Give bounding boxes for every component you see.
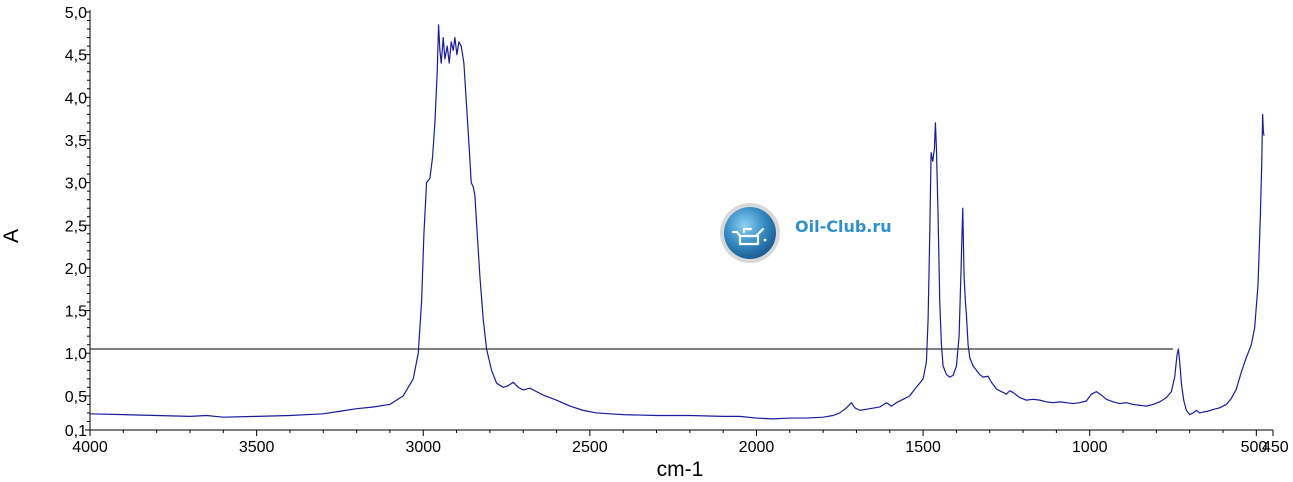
series-layer <box>89 24 1265 420</box>
y-tick-label: 4,0 <box>65 90 87 107</box>
y-tick-label: 5,0 <box>65 5 87 22</box>
watermark-text: Oil-Club.ru <box>795 217 892 236</box>
x-tick-label: 4000 <box>72 439 108 456</box>
y-tick-label: 4,5 <box>65 48 87 65</box>
oil-can-icon <box>731 227 767 246</box>
y-tick-label: 1,5 <box>65 304 87 321</box>
x-tick-label: 1500 <box>905 439 941 456</box>
oil-club-watermark: Oil-Club.ru <box>720 203 892 263</box>
y-tick-label: 3,0 <box>65 176 87 193</box>
axes <box>89 10 1273 431</box>
y-tick-label: 0,5 <box>65 389 87 406</box>
y-axis-label: A <box>0 229 23 243</box>
x-tick-label: 2500 <box>572 439 608 456</box>
watermark-circle <box>724 207 776 259</box>
x-tick-label: 2000 <box>739 439 775 456</box>
y-tick-label: 0,1 <box>65 423 87 440</box>
x-tick-label: 500 <box>1241 439 1268 456</box>
x-tick-label: 3500 <box>239 439 275 456</box>
x-tick-label: 450 <box>1262 439 1289 456</box>
x-axis-label: cm-1 <box>657 458 704 481</box>
y-tick-label: 1,0 <box>65 346 87 363</box>
y-tick-label: 2,0 <box>65 261 87 278</box>
spectrum-series-line <box>89 24 1265 420</box>
x-tick-label: 3000 <box>405 439 441 456</box>
x-tick-label: 1000 <box>1072 439 1108 456</box>
y-tick-label: 3,5 <box>65 133 87 150</box>
y-tick-label: 2,5 <box>65 218 87 235</box>
y-axis-ticks: 0,1 0,5 1,0 1,5 2,0 2,5 3,0 3,5 4,0 4,5 5,0 <box>65 5 90 440</box>
